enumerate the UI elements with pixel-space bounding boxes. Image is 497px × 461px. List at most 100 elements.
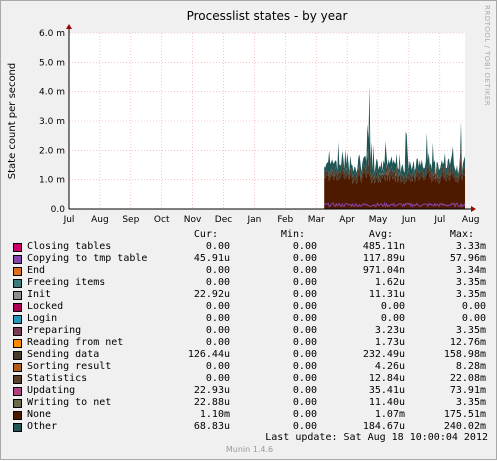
legend-avg: 232.49u [362, 349, 405, 360]
legend-swatch [13, 363, 22, 372]
legend-cur: 0.00 [205, 277, 230, 288]
x-axis-arrow [471, 206, 476, 212]
legend-min: 0.00 [292, 361, 317, 372]
legend-name: Statistics [27, 373, 88, 384]
y-tick-label: 4.0 m [39, 88, 65, 98]
legend-avg: 117.89u [362, 253, 405, 264]
y-tick-label: 6.0 m [39, 29, 65, 39]
legend-swatch [13, 255, 22, 264]
series-area-other [324, 85, 465, 180]
legend-cur: 45.91u [193, 253, 230, 264]
legend-avg: 971.04n [362, 265, 405, 276]
legend-name: Login [27, 313, 58, 324]
legend-avg: 485.11n [362, 241, 405, 252]
legend-cur: 1.10m [199, 409, 230, 420]
munin-version: Munin 1.4.6 [225, 445, 274, 454]
legend-cur: 0.00 [205, 361, 230, 372]
legend-name: Copying to tmp table [27, 253, 148, 264]
legend-min: 0.00 [292, 241, 317, 252]
y-axis-label: State count per second [7, 63, 18, 180]
legend-swatch [13, 387, 22, 396]
x-tick-label: Dec [215, 215, 232, 225]
legend-cur: 68.83u [193, 421, 230, 432]
legend-max: 3.35m [455, 277, 486, 288]
x-tick-label: Oct [154, 215, 170, 225]
legend-avg: 4.26u [374, 361, 405, 372]
y-tick-label: 5.0 m [39, 58, 65, 68]
legend-max: 3.33m [455, 241, 486, 252]
legend-swatch [13, 327, 22, 336]
legend-swatch [13, 351, 22, 360]
legend-avg: 1.07m [374, 409, 405, 420]
legend-cur: 0.00 [205, 265, 230, 276]
series-area-sending-data [324, 122, 465, 185]
legend-max: 3.35m [455, 289, 486, 300]
legend-avg: 184.67u [362, 421, 405, 432]
legend-cur: 22.92u [193, 289, 230, 300]
x-tick-label: Nov [184, 215, 202, 225]
x-tick-label: Jul [433, 215, 445, 225]
legend-min: 0.00 [292, 349, 317, 360]
legend-name: Init [27, 289, 52, 300]
legend-avg: 0.00 [380, 301, 405, 312]
legend-swatch [13, 315, 22, 324]
legend-avg: 11.40u [368, 397, 405, 408]
legend-min: 0.00 [292, 385, 317, 396]
legend-swatch [13, 339, 22, 348]
legend-cur: 0.00 [205, 325, 230, 336]
header-avg: Avg: [368, 229, 393, 240]
legend-max: 3.34m [455, 265, 486, 276]
legend-swatch [13, 279, 22, 288]
legend-min: 0.00 [292, 325, 317, 336]
legend-cur: 0.00 [205, 313, 230, 324]
legend-name: Freeing items [27, 277, 106, 288]
legend-swatch [13, 399, 22, 408]
legend-min: 0.00 [292, 409, 317, 420]
legend-name: End [27, 265, 46, 276]
x-tick-label: Jun [401, 215, 416, 225]
x-tick-label: Jul [63, 215, 75, 225]
x-tick-label: Apr [339, 215, 355, 225]
legend-max: 0.00 [461, 313, 486, 324]
x-tick-label: Mar [308, 215, 325, 225]
header-max: Max: [449, 229, 474, 240]
legend-min: 0.00 [292, 313, 317, 324]
legend-cur: 22.93u [193, 385, 230, 396]
legend-swatch [13, 423, 22, 432]
x-tick-label: Jan [246, 215, 261, 225]
legend-avg: 1.62u [374, 277, 405, 288]
legend-cur: 0.00 [205, 337, 230, 348]
legend-name: Reading from net [27, 337, 124, 348]
legend-name: Sorting result [27, 361, 112, 372]
legend-swatch [13, 243, 22, 252]
legend-avg: 0.00 [380, 313, 405, 324]
x-tick-label: Aug [91, 215, 109, 225]
legend-avg: 12.84u [368, 373, 405, 384]
y-tick-label: 1.0 m [39, 176, 65, 186]
y-tick-label: 3.0 m [39, 117, 65, 127]
legend-name: Writing to net [27, 397, 112, 408]
legend-name: Preparing [27, 325, 82, 336]
x-tick-label: May [369, 215, 388, 225]
legend-cur: 22.88u [193, 397, 230, 408]
legend-max: 73.91m [449, 385, 486, 396]
legend-avg: 35.41u [368, 385, 405, 396]
legend-min: 0.00 [292, 397, 317, 408]
legend-cur: 0.00 [205, 301, 230, 312]
legend-max: 3.35m [455, 397, 486, 408]
legend-max: 0.00 [461, 301, 486, 312]
legend-cur: 0.00 [205, 373, 230, 384]
header-cur: Cur: [193, 229, 218, 240]
y-tick-label: 0.0 [51, 205, 66, 215]
legend-min: 0.00 [292, 253, 317, 264]
header-min: Min: [280, 229, 305, 240]
legend-min: 0.00 [292, 265, 317, 276]
x-tick-label: Aug [462, 215, 480, 225]
series-area-none [324, 171, 465, 209]
legend-swatch [13, 267, 22, 276]
series-line-copying [323, 201, 466, 209]
legend-swatch [13, 303, 22, 312]
legend-avg: 11.31u [368, 289, 405, 300]
legend-swatch [13, 291, 22, 300]
